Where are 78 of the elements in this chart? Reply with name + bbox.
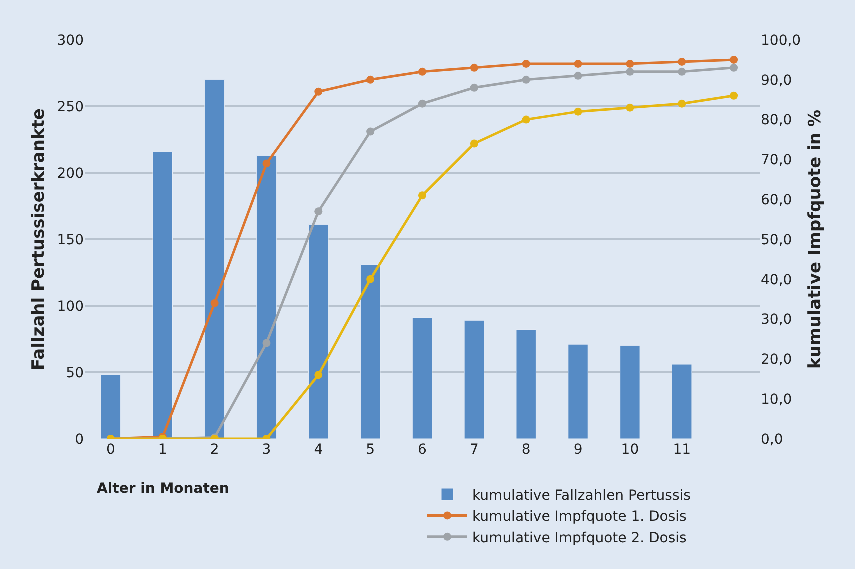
- point: [314, 208, 323, 216]
- bar: [204, 80, 225, 439]
- y2-tick-label: 60,0: [761, 192, 792, 208]
- y2-tick-label: 0,0: [761, 432, 784, 448]
- y2-tick-label: 30,0: [761, 312, 792, 328]
- y2-tick-label: 20,0: [761, 352, 792, 368]
- point: [626, 60, 634, 68]
- legend-label: kumulative Impfquote 2. Dosis: [472, 530, 687, 546]
- y2-axis-title: kumulative Impfquote in %: [805, 110, 826, 370]
- point: [366, 275, 375, 284]
- bar: [620, 346, 640, 439]
- y-tick-label: 50: [66, 365, 84, 382]
- y-axis-title: Fallzahl Pertussiserkrankte: [28, 108, 49, 370]
- point: [678, 68, 686, 76]
- point: [262, 339, 271, 348]
- x-tick-label: 3: [262, 442, 272, 458]
- point: [418, 100, 426, 108]
- x-tick-label: 2: [210, 442, 220, 458]
- point: [626, 68, 634, 76]
- y-tick-label: 150: [57, 232, 84, 248]
- y2-tick-label: 50,0: [761, 232, 792, 248]
- x-tick-label: 8: [522, 442, 531, 458]
- point: [314, 371, 323, 380]
- y-tick-label: 300: [57, 32, 84, 49]
- bar: [672, 364, 692, 439]
- point: [678, 100, 686, 108]
- bar: [360, 264, 381, 439]
- x-tick-label: 11: [673, 442, 692, 458]
- y-tick-label: 0: [75, 432, 84, 448]
- x-tick-label: 1: [158, 442, 168, 458]
- legend-label: kumulative Impfquote 1. Dosis: [472, 509, 687, 526]
- point: [418, 68, 426, 76]
- x-tick-label: 9: [574, 442, 583, 458]
- y-tick-label: 100: [57, 298, 84, 315]
- point: [574, 72, 582, 80]
- point: [678, 58, 686, 66]
- y2-tick-label: 70,0: [761, 152, 792, 169]
- y2-tick-label: 100,0: [761, 32, 802, 49]
- point: [210, 299, 219, 308]
- bar: [152, 151, 173, 439]
- legend-label: kumulative Fallzahlen Pertussis: [472, 488, 691, 504]
- point: [470, 64, 478, 72]
- point: [418, 192, 426, 200]
- point: [314, 88, 323, 96]
- x-tick-label: 10: [621, 442, 640, 458]
- y2-tick-label: 40,0: [761, 272, 792, 288]
- point: [730, 56, 738, 64]
- y2-tick-label: 80,0: [761, 112, 792, 129]
- bar: [100, 374, 122, 439]
- point: [470, 84, 478, 92]
- x-tick-label: 5: [366, 442, 376, 458]
- point: [366, 128, 375, 136]
- point: [522, 76, 530, 84]
- bar: [464, 320, 485, 439]
- point: [574, 60, 582, 68]
- point: [522, 60, 530, 68]
- y-tick-label: 200: [57, 166, 84, 182]
- x-tick-label: 0: [106, 442, 116, 458]
- point: [574, 108, 582, 116]
- bar: [308, 224, 329, 439]
- point: [366, 76, 375, 84]
- bar: [516, 330, 536, 439]
- point: [470, 140, 478, 148]
- y2-tick-label: 90,0: [761, 72, 792, 89]
- point: [730, 64, 738, 72]
- point: [626, 104, 634, 112]
- point: [262, 160, 271, 168]
- bar: [568, 344, 588, 439]
- point: [522, 116, 530, 124]
- y-tick-label: 250: [57, 99, 84, 116]
- x-axis-title: Alter in Monaten: [97, 481, 230, 497]
- x-tick-label: 6: [418, 442, 428, 458]
- point: [730, 92, 738, 100]
- x-tick-label: 7: [470, 442, 479, 458]
- y2-tick-label: 10,0: [761, 392, 792, 408]
- bar: [412, 318, 433, 439]
- x-tick-label: 4: [314, 442, 324, 458]
- bar: [256, 155, 277, 439]
